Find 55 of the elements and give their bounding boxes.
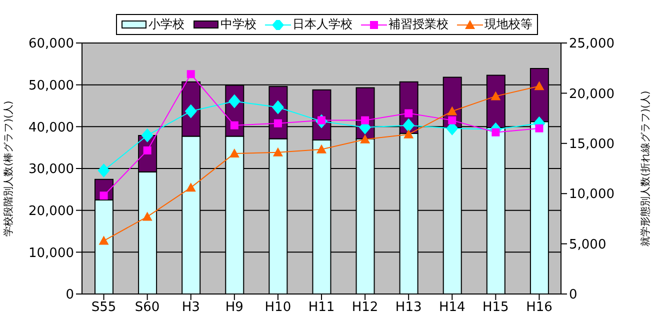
y2-axis-title: 就学形態別人数(折れ線グラフ)(人) (640, 90, 652, 246)
point (448, 116, 456, 124)
y-tick-label: 50,000 (28, 78, 74, 94)
point (534, 81, 544, 90)
point (100, 192, 108, 200)
point (98, 236, 109, 245)
y-axis-title: 学校段階別人数(棒グラフ)(人) (2, 100, 15, 236)
legend-label: 中学校 (220, 16, 256, 33)
legend-label: 小学校 (148, 16, 184, 33)
y-tick-label: 10,000 (28, 246, 74, 261)
point (230, 121, 238, 130)
point (228, 94, 240, 108)
point (447, 106, 458, 116)
point (535, 124, 544, 132)
point (404, 109, 413, 118)
x-tick-label: S60 (134, 300, 160, 316)
point (490, 91, 501, 100)
point (229, 148, 240, 158)
x-tick-label: H14 (438, 300, 466, 316)
x-tick-label: H11 (308, 300, 335, 316)
point (274, 119, 282, 128)
y-tick-label: 0 (66, 288, 74, 303)
legend-label: 日本人学校 (292, 16, 352, 33)
x-tick-label: H15 (482, 300, 509, 316)
point (98, 164, 110, 178)
legend-label: 現地校等 (484, 16, 532, 33)
point (402, 118, 415, 132)
point (141, 128, 154, 142)
x-tick-label: H13 (395, 300, 422, 316)
point (360, 134, 370, 144)
point (143, 146, 152, 154)
x-tick-label: H3 (182, 300, 200, 316)
y2-tick-label: 5,000 (569, 237, 606, 252)
y-tick-label: 40,000 (28, 120, 74, 136)
y-tick-label: 30,000 (28, 162, 74, 178)
y2-tick-label: 20,000 (569, 86, 614, 102)
x-tick-label: S55 (91, 300, 116, 316)
y2-tick-label: 25,000 (569, 36, 614, 52)
point (272, 147, 283, 156)
y2-tick-label: 15,000 (569, 137, 614, 152)
point (186, 182, 196, 192)
point (186, 70, 195, 78)
y2-tick-label: 0 (569, 288, 578, 303)
x-tick-label: H16 (526, 300, 552, 316)
x-tick-label: H9 (225, 300, 244, 316)
point (361, 116, 370, 124)
point (316, 144, 326, 154)
y2-tick-label: 10,000 (569, 187, 614, 202)
point (404, 129, 414, 138)
legend-label: 補習授業校 (388, 16, 448, 33)
x-tick-label: H10 (264, 300, 292, 316)
x-tick-label: H12 (352, 300, 378, 316)
y-tick-label: 20,000 (28, 204, 74, 219)
point (142, 212, 152, 221)
y-tick-label: 60,000 (28, 36, 74, 52)
